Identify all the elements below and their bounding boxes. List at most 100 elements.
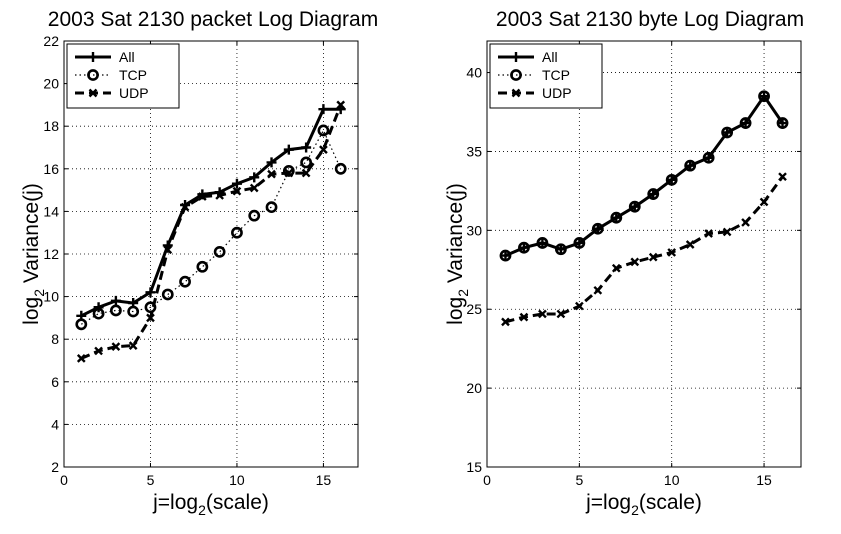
packet-log-diagram-panel: 2003 Sat 2130 packet Log Diagram 2 4 6 8 10 12… [0, 0, 420, 529]
y-tick-label: 15 [466, 459, 482, 475]
data-point-all [500, 250, 511, 261]
data-point-all [128, 297, 139, 308]
data-point-tcp [300, 156, 313, 169]
data-point-tcp [213, 245, 226, 258]
legend-marker-udp [511, 88, 521, 98]
chart-title: 2003 Sat 2130 packet Log Diagram [48, 8, 378, 31]
data-point-all [648, 189, 659, 200]
data-point-all [318, 104, 329, 115]
data-point-udp [722, 227, 732, 237]
y-axis-label-tail: Variance(j) [20, 183, 43, 289]
packet-log-diagram-chart: 2003 Sat 2130 packet Log Diagram 2 4 6 8 10 12… [20, 8, 378, 518]
data-point-tcp [317, 124, 330, 137]
y-tick-label: 22 [43, 33, 59, 49]
data-point-udp [284, 168, 294, 178]
y-axis-label-main: log [20, 297, 43, 325]
data-point-all [685, 160, 696, 171]
series-line-udp [505, 175, 784, 324]
series-line-all [504, 93, 784, 257]
y-tick-label: 35 [466, 143, 482, 159]
legend-marker-all [511, 52, 521, 62]
data-point-udp [575, 301, 584, 311]
legend-label-all: All [542, 49, 558, 65]
legend-label-tcp: TCP [542, 67, 570, 83]
legend-marker-udp [88, 88, 98, 98]
data-point-all [759, 91, 770, 102]
x-axis-label-subscript: 2 [631, 502, 639, 518]
data-point-udp [778, 172, 787, 182]
data-point-udp [111, 342, 121, 352]
data-point-all [197, 189, 208, 200]
data-point-udp [556, 309, 566, 319]
data-point-udp [501, 317, 510, 327]
data-point-all [180, 200, 191, 211]
legend-box [66, 43, 180, 109]
data-point-udp [611, 263, 621, 273]
y-tick-label: 4 [51, 416, 59, 432]
data-point-tcp [282, 165, 295, 177]
byte-log-diagram-chart: 2003 Sat 2130 byte Log Diagram1520253035… [444, 8, 804, 518]
data-point-tcp [144, 301, 157, 314]
data-point-udp [319, 145, 328, 154]
data-point-all [162, 240, 173, 251]
data-point-udp [146, 313, 155, 323]
data-point-udp [667, 248, 677, 257]
series-line-udp [80, 104, 343, 360]
x-tick-label: 10 [664, 472, 680, 488]
series-line-all [80, 107, 341, 318]
y-axis-label: log2 Variance(j) [444, 183, 471, 325]
y-tick-label: 8 [51, 331, 59, 347]
plot-frame [486, 40, 802, 468]
data-point-all [214, 187, 225, 198]
y-tick-label: 20 [43, 76, 59, 92]
data-point-all [110, 295, 121, 306]
y-axis-label-subscript: 2 [455, 289, 471, 297]
legend-marker-tcp [510, 69, 522, 81]
y-tick-label: 16 [43, 161, 59, 177]
data-point-udp [648, 252, 658, 262]
data-point-all [93, 302, 104, 313]
data-point-all [629, 201, 640, 212]
data-point-udp [685, 240, 695, 249]
data-point-all [666, 174, 677, 185]
legend-label-tcp: TCP [119, 67, 147, 83]
x-axis-label-tail: (scale) [206, 491, 269, 514]
y-tick-label: 20 [466, 380, 482, 396]
x-tick-label: 5 [575, 472, 583, 488]
chart-title: 2003 Sat 2130 byte Log Diagram [496, 8, 804, 31]
data-point-udp [76, 354, 86, 363]
x-tick-label: 15 [756, 472, 772, 488]
x-axis-label-subscript: 2 [198, 502, 206, 518]
data-point-all [249, 172, 260, 183]
y-axis-label-subscript: 2 [31, 289, 47, 297]
legend: All TCP UDP [489, 43, 603, 109]
data-point-udp [94, 346, 103, 356]
y-axis-label-tail: Variance(j) [444, 183, 467, 289]
y-tick-label: 12 [43, 246, 59, 262]
y-tick-label: 2 [51, 459, 59, 475]
series-all [500, 91, 788, 261]
data-point-all [703, 152, 714, 163]
x-axis-label-main: j=log [152, 491, 198, 514]
data-point-all [283, 144, 294, 155]
data-point-all [335, 104, 346, 115]
data-point-udp [630, 257, 640, 267]
y-tick-label: 25 [466, 301, 482, 317]
data-point-all [266, 157, 277, 168]
y-tick-label: 18 [43, 118, 59, 134]
data-point-udp [593, 285, 603, 295]
data-point-udp [759, 197, 769, 207]
data-point-udp [128, 341, 138, 350]
data-point-all [555, 244, 566, 255]
data-point-tcp [161, 288, 174, 301]
y-tick-label: 30 [466, 222, 482, 238]
data-point-tcp [334, 162, 347, 175]
legend-marker-all [88, 52, 98, 62]
series-udp [501, 172, 787, 327]
x-tick-label: 10 [229, 472, 245, 488]
byte-log-diagram-panel: 2003 Sat 2130 byte Log Diagram 15 20 25 30 35… [420, 0, 841, 529]
data-point-all [145, 287, 156, 298]
data-point-udp [267, 169, 276, 179]
x-tick-label: 0 [60, 472, 68, 488]
data-point-tcp [196, 260, 209, 273]
